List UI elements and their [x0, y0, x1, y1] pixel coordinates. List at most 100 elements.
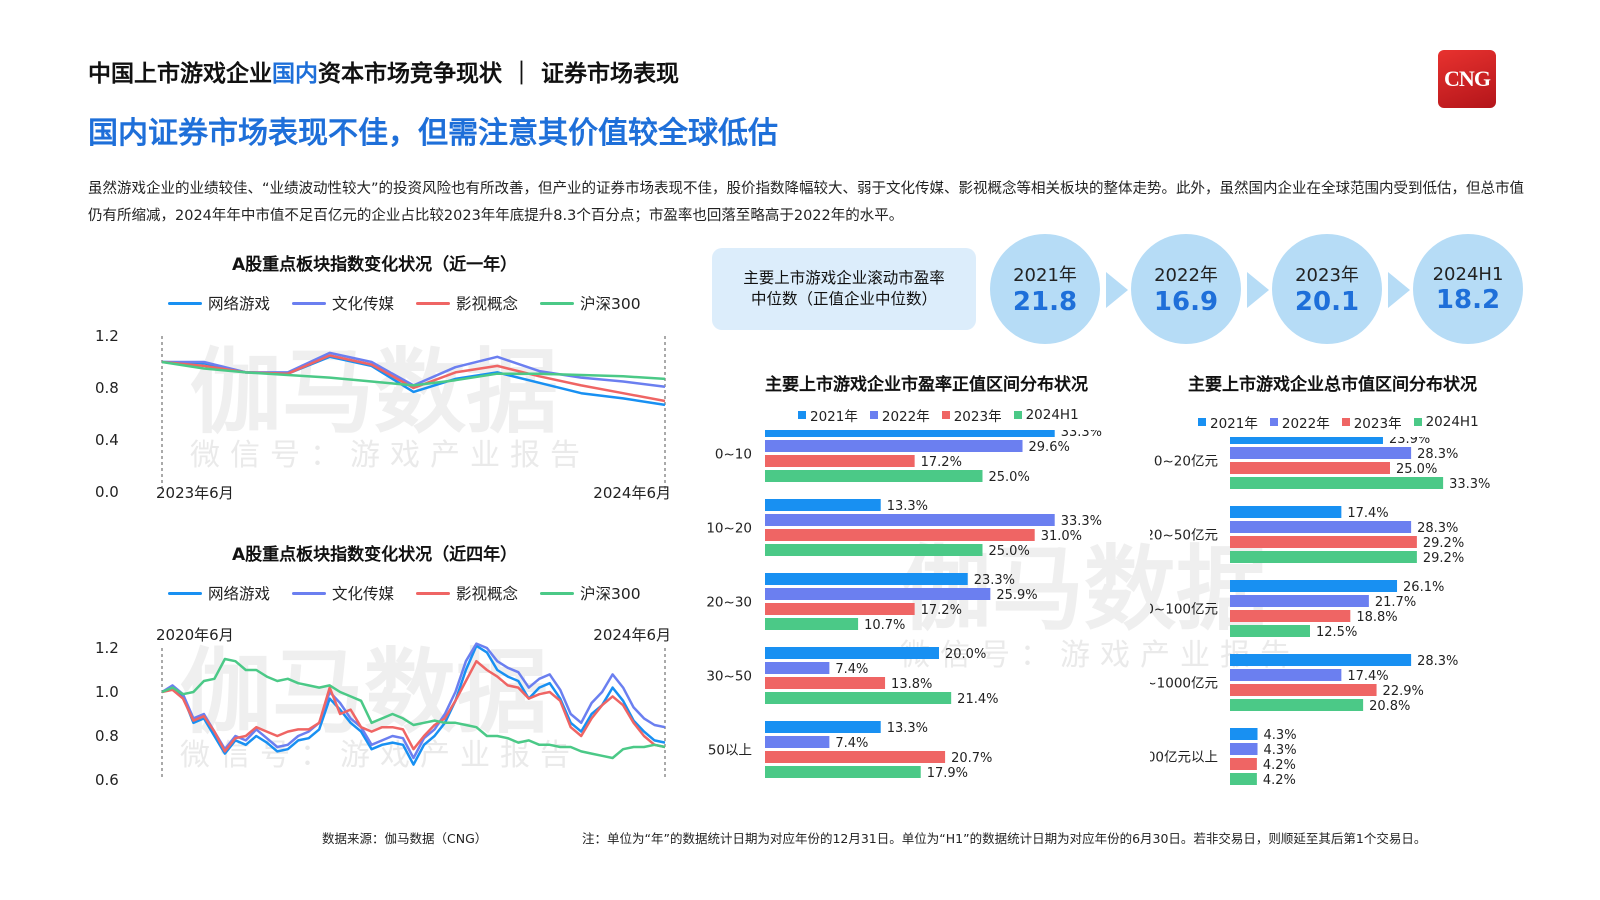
bar-4	[765, 692, 952, 704]
bar-1	[1230, 437, 1383, 444]
category-label: 0~10	[715, 447, 752, 463]
legend-label: 文化传媒	[332, 585, 395, 603]
y-tick-label: 0.8	[95, 727, 119, 745]
bar-chart-2-legend: 2021年 2022年 2023年 2024H1	[1198, 412, 1479, 432]
bar-value-label: 28.3%	[1417, 447, 1458, 462]
bar-value-label: 17.2%	[921, 455, 962, 470]
bar-1	[765, 721, 881, 733]
bar-value-label: 7.4%	[835, 736, 868, 751]
legend-label: 2021年	[1210, 416, 1258, 432]
x-label-end: 2024年6月	[593, 626, 671, 644]
bar-3	[765, 677, 886, 689]
bar-3	[765, 603, 915, 615]
bar-3	[765, 751, 946, 763]
category-label: 20~50亿元	[1150, 528, 1218, 544]
line-chart-1-title: A股重点板块指数变化状况（近一年）	[232, 255, 518, 275]
bar-value-label: 23.9%	[1389, 437, 1430, 447]
bar-2	[1230, 669, 1342, 681]
legend-item: 沪深300	[540, 292, 641, 314]
pe-bubble-year: 2021年	[1013, 265, 1077, 286]
bar-4	[765, 470, 983, 482]
bar-value-label: 10.7%	[864, 618, 905, 633]
arrow-right-icon	[1247, 272, 1269, 308]
bar-value-label: 4.2%	[1263, 773, 1296, 788]
bar-2	[1230, 521, 1412, 533]
y-tick-label: 0.4	[95, 431, 119, 449]
series-line-3	[161, 659, 666, 753]
legend-swatch	[1413, 418, 1422, 426]
series-line-4	[161, 657, 666, 760]
bar-3	[765, 529, 1035, 541]
x-label-start: 2020年6月	[156, 626, 234, 644]
legend-item: 文化传媒	[292, 292, 394, 314]
bar-value-label: 28.3%	[1417, 521, 1458, 536]
pe-bubble-2023: 2023年 20.1	[1272, 234, 1382, 344]
legend-label: 沪深300	[580, 585, 641, 603]
bar-2	[765, 736, 830, 748]
bar-3	[1230, 610, 1351, 622]
bar-1	[765, 430, 1055, 437]
bar-chart-1-legend: 2021年 2022年 2023年 2024H1	[798, 405, 1079, 425]
bar-value-label: 29.2%	[1423, 536, 1464, 551]
legend-swatch	[1198, 418, 1206, 426]
legend-item: 影视概念	[416, 292, 518, 314]
legend-label: 影视概念	[456, 295, 519, 313]
bar-1	[765, 499, 881, 511]
pe-bubble-2021: 2021年 21.8	[990, 234, 1100, 344]
legend-swatch	[1013, 411, 1022, 419]
bar-value-label: 33.3%	[1449, 477, 1490, 492]
bar-3	[1230, 462, 1390, 474]
y-tick-label: 1.2	[95, 327, 119, 345]
legend-item: 沪深300	[540, 582, 641, 604]
category-label: 100~1000亿元	[1150, 676, 1218, 692]
legend-label: 2022年	[1281, 416, 1330, 432]
bar-value-label: 13.3%	[887, 499, 928, 514]
bar-value-label: 21.4%	[957, 692, 998, 707]
legend-label: 2024H1	[1025, 407, 1079, 423]
legend-label: 2023年	[953, 409, 1002, 425]
bar-2	[765, 514, 1055, 526]
bar-4	[1230, 773, 1257, 785]
pe-bubble-year: 2022年	[1154, 265, 1218, 286]
header-title-highlight: 国内	[272, 61, 318, 87]
legend-item: 网络游戏	[168, 582, 270, 604]
bar-value-label: 13.3%	[887, 721, 928, 736]
legend-label: 网络游戏	[208, 295, 271, 313]
x-label-end: 2024年6月	[593, 484, 671, 502]
bar-2	[765, 662, 830, 674]
bar-value-label: 21.7%	[1375, 595, 1416, 610]
series-line-4	[161, 360, 666, 387]
legend-swatch	[292, 591, 327, 595]
pe-bubble-2022: 2022年 16.9	[1131, 234, 1241, 344]
pe-box-line2: 中位数（正值企业中位数）	[750, 290, 937, 308]
line-chart-1-legend: 网络游戏 文化传媒 影视概念 沪深300	[168, 292, 641, 314]
bar-4	[765, 544, 983, 556]
category-label: 50~100亿元	[1150, 602, 1218, 618]
legend-item: 网络游戏	[168, 292, 270, 314]
bar-4	[1230, 625, 1310, 637]
bar-value-label: 22.9%	[1383, 684, 1424, 699]
legend-swatch	[1341, 418, 1350, 426]
bar-value-label: 4.3%	[1264, 743, 1297, 758]
legend-item: 影视概念	[416, 582, 518, 604]
bar-value-label: 25.0%	[1396, 462, 1437, 477]
bar-value-label: 17.4%	[1347, 506, 1388, 521]
arrow-right-icon	[1106, 272, 1128, 308]
bar-1	[1230, 654, 1412, 666]
category-label: 50以上	[708, 743, 752, 759]
pe-bubble-value: 16.9	[1153, 287, 1219, 317]
legend-item: 2024H1	[1413, 412, 1479, 432]
bar-2	[1230, 595, 1369, 607]
legend-label: 2022年	[881, 409, 930, 425]
bar-1	[1230, 728, 1258, 740]
legend-swatch	[416, 591, 451, 595]
legend-label: 2023年	[1353, 416, 1402, 432]
line-chart-1: 1.2 0.8 0.4 0.0 2023年6月 2024年6月	[95, 327, 671, 502]
bar-value-label: 17.9%	[927, 766, 968, 781]
legend-swatch	[1269, 418, 1278, 426]
bar-value-label: 26.1%	[1403, 580, 1444, 595]
bar-value-label: 20.8%	[1369, 699, 1410, 714]
legend-item: 2023年	[941, 405, 1002, 425]
bar-chart-1-title: 主要上市游戏企业市盈率正值区间分布状况	[765, 375, 1088, 395]
bar-value-label: 17.4%	[1347, 669, 1388, 684]
